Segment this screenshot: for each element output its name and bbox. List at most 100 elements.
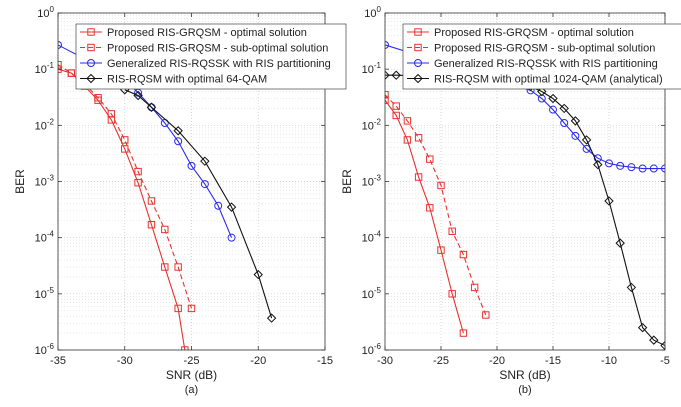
series-1-point-5	[437, 181, 445, 190]
y-tick-label: 10-3	[362, 174, 382, 189]
series-3-point-1	[133, 90, 143, 101]
series-2-point-8	[214, 201, 223, 210]
legend-marker-2	[87, 59, 95, 67]
series-3-point-25	[660, 340, 665, 350]
series-3-point-22	[626, 282, 637, 293]
x-tick-label: -25	[433, 355, 449, 367]
legend: Proposed RIS-GRQSM - optimal solution Pro…	[402, 23, 681, 90]
series-2-point-6	[187, 161, 196, 170]
series-line-1	[385, 94, 487, 316]
y-tick-label: 10-6	[35, 342, 55, 357]
x-tick-label: -10	[601, 355, 617, 367]
legend-label-0: Proposed RIS-GRQSM - optimal solution	[107, 27, 307, 39]
series-3-point-24	[649, 335, 659, 345]
series-3-point-7	[266, 313, 277, 323]
legend-marker-3	[86, 73, 96, 84]
legend-marker-1	[87, 43, 95, 52]
legend-marker-2	[414, 59, 422, 67]
series-0-point-8	[161, 263, 169, 271]
series-2-point-9	[616, 161, 625, 170]
legend-marker-3	[413, 73, 423, 84]
x-tick-label: -15	[317, 355, 333, 367]
series-1-point-7	[147, 197, 156, 205]
series-1-point-6	[134, 167, 142, 176]
series-3-point-18	[581, 135, 592, 145]
series-1-point-9	[482, 311, 490, 319]
x-tick-label: -30	[117, 355, 133, 367]
y-tick-label: 10-2	[35, 117, 55, 132]
chart-panel-b: -30 -25 -20 -15 -10 -5 10-6 10-5 10-4 10-3 10-2 10-…	[340, 5, 681, 396]
x-tick-label: -20	[489, 355, 505, 367]
series-3-point-15	[548, 93, 558, 104]
series-1-point-4	[107, 110, 116, 118]
series-0-point-7	[147, 221, 156, 229]
series-0-point-1	[392, 111, 400, 120]
series-0-point-3	[414, 173, 423, 181]
legend: Proposed RIS-GRQSM - optimal solution Pro…	[75, 23, 347, 90]
series-1-point-6	[448, 227, 456, 235]
x-tick-label: -5	[660, 355, 670, 367]
series-line-0	[385, 99, 464, 334]
x-tick-label: -25	[184, 355, 200, 367]
series-1-point-3	[94, 94, 102, 102]
legend-label-0: Proposed RIS-GRQSM - optimal solution	[434, 27, 634, 39]
series-2-point-9	[227, 233, 236, 242]
x-tick-label: -20	[250, 355, 266, 367]
series-1-point-8	[161, 225, 169, 234]
series-2-point-0	[385, 40, 389, 49]
series-0-point-4	[426, 204, 434, 212]
series-2-point-3	[549, 105, 557, 114]
series-3-point-0	[385, 70, 390, 80]
legend-label-3: RIS-RQSM with optimal 1024-QAM (analytic…	[434, 74, 663, 86]
y-tick-label: 100	[37, 5, 54, 20]
series-2-point-7	[200, 180, 209, 189]
series-2-point-5	[174, 137, 183, 146]
y-tick-label: 10-2	[362, 117, 382, 132]
series-1-point-3	[414, 134, 423, 142]
series-3-point-2	[146, 102, 157, 112]
series-0-point-9	[174, 304, 182, 313]
panel-caption: (b)	[518, 384, 531, 396]
series-3-point-17	[570, 116, 581, 126]
series-2-point-11	[638, 164, 647, 173]
legend-box	[402, 23, 681, 90]
series-2-point-13	[661, 164, 665, 173]
series-2-point-8	[605, 159, 613, 168]
legend-label-2: Generalized RIS-RQSSK with RIS partition…	[434, 58, 658, 70]
series-1-point-7	[459, 250, 468, 259]
y-tick-label: 10-4	[362, 230, 382, 245]
y-tick-label: 100	[364, 5, 381, 20]
y-tick-label: 10-5	[35, 286, 55, 301]
series-2-point-10	[627, 163, 636, 172]
series-0-point-5	[121, 145, 129, 153]
series-0-point-5	[437, 246, 445, 254]
series-1-point-10	[187, 304, 196, 313]
series-1-point-4	[426, 155, 434, 163]
legend-marker-0	[414, 28, 422, 36]
series-2-point-0	[58, 40, 62, 49]
series-3-point-3	[173, 126, 183, 136]
panel-caption: (a)	[185, 384, 198, 396]
legend-box	[75, 23, 347, 90]
legend-label-1: Proposed RIS-GRQSM - sub-optimal solutio…	[434, 43, 655, 55]
series-0-point-2	[403, 136, 412, 144]
series-2-point-4	[560, 119, 569, 128]
series-3-point-6	[253, 269, 263, 280]
series-1-point-0	[385, 91, 389, 99]
y-tick-label: 10-4	[35, 230, 55, 245]
legend-label-2: Generalized RIS-RQSSK with RIS partition…	[107, 58, 331, 70]
legend-marker-0	[87, 28, 95, 36]
series-1-point-9	[174, 263, 182, 271]
series-3-point-4	[200, 156, 210, 166]
series-3-point-5	[226, 202, 237, 212]
series-3-point-21	[615, 238, 625, 248]
series-3-point-20	[604, 196, 614, 206]
x-axis-label: SNR (dB)	[166, 368, 217, 382]
series-0-point-6	[448, 290, 456, 298]
series-0-point-6	[134, 179, 142, 187]
x-tick-label: -35	[50, 355, 66, 367]
series-2-point-12	[649, 164, 658, 173]
legend-label-3: RIS-RQSM with optimal 64-QAM	[107, 74, 267, 86]
y-tick-label: 10-6	[362, 342, 382, 357]
